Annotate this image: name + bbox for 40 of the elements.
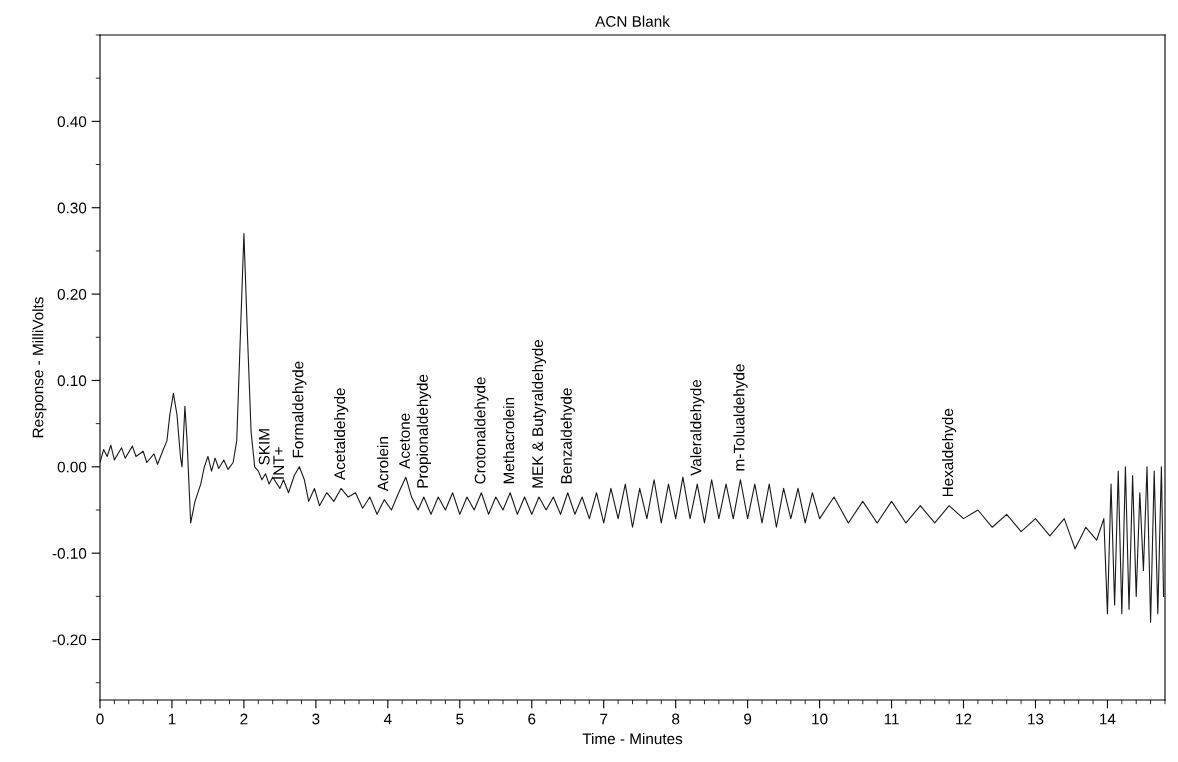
annotation: m-Tolualdehyde (733, 364, 748, 471)
annotation: Crotonaldehyde (474, 377, 489, 484)
annotation: Acetone (399, 413, 410, 469)
x-tick-label: 3 (312, 713, 320, 725)
annotation: SKIM (258, 429, 270, 465)
x-tick-label: 7 (600, 713, 608, 725)
annotation: Methacrolein (503, 397, 515, 484)
x-tick-label: 12 (956, 713, 972, 725)
annotation: Acetaldehyde (333, 388, 349, 481)
x-tick-label: 14 (1100, 713, 1116, 725)
annotation: Propionaldehyde (416, 374, 431, 488)
x-tick-label: 8 (672, 713, 680, 725)
x-tick-label: 5 (456, 713, 464, 725)
x-axis-title: Time - Minutes (582, 732, 683, 745)
annotation: Acrolein (377, 437, 389, 492)
annotation: Hexaldehyde (942, 408, 957, 497)
y-axis-title: Response - MilliVolts (32, 297, 47, 438)
x-tick-label: 13 (1028, 713, 1044, 725)
y-tick-label: 0.30 (57, 202, 87, 214)
annotation: Formaldehyde (292, 361, 307, 458)
x-tick-label: 1 (168, 713, 176, 725)
x-tick-label: 9 (744, 713, 752, 725)
line-series (100, 233, 1165, 623)
y-tick-label: 0.20 (57, 288, 87, 300)
y-tick-label: 0.00 (57, 461, 87, 473)
annotation: Valeraldehyde (690, 379, 705, 476)
annotation: Benzaldehyde (560, 388, 575, 484)
y-tick-label: 0.10 (57, 375, 87, 387)
x-tick-label: 2 (240, 713, 248, 725)
x-tick-label: 4 (383, 713, 392, 725)
x-tick-label: 10 (812, 713, 828, 725)
chart-title: ACN Blank (595, 15, 670, 27)
y-tick-label: -0.20 (52, 634, 87, 646)
annotation: INT+ (273, 447, 284, 479)
x-tick-label: 6 (528, 713, 536, 725)
x-tick-label: 0 (96, 713, 104, 725)
y-tick-label: 0.40 (57, 116, 87, 128)
y-tick-label: -0.10 (52, 548, 87, 559)
annotation: MEK & Butyraldehyde (531, 339, 547, 488)
x-tick-label: 11 (884, 713, 899, 725)
